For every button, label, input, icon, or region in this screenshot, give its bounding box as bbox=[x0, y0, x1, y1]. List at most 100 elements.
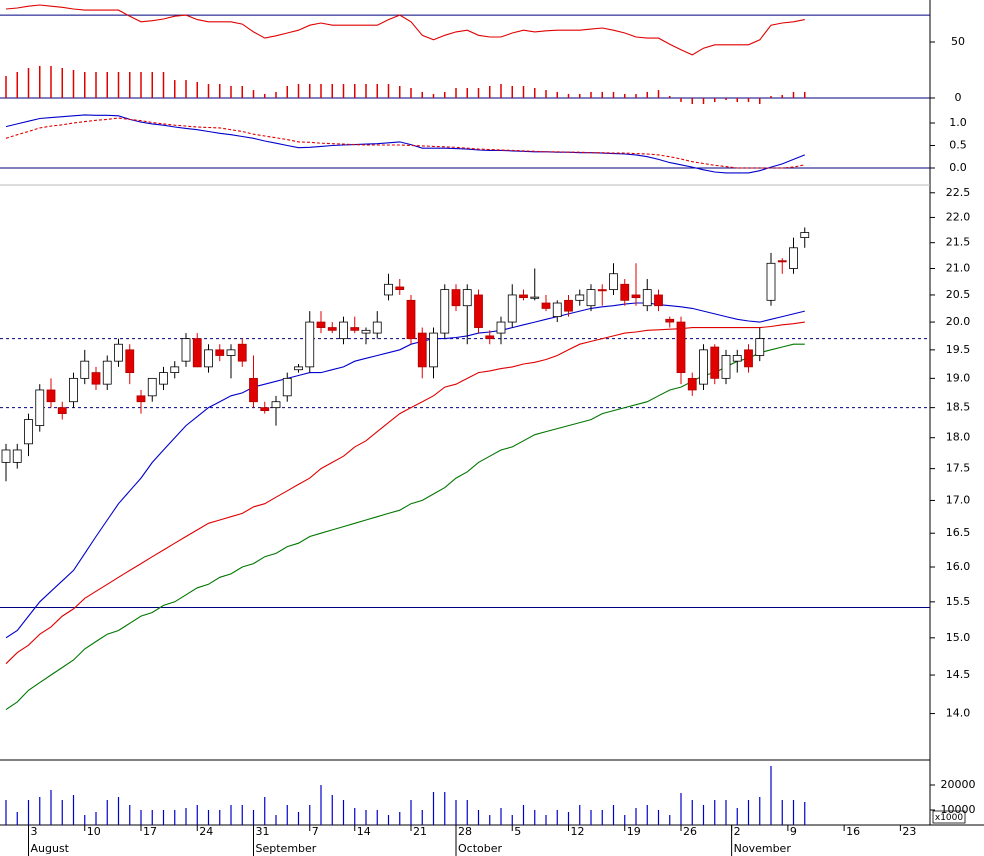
y-tick-label: 0.0 bbox=[949, 161, 967, 174]
x-tick-label: 17 bbox=[143, 825, 157, 838]
month-label: September bbox=[256, 842, 317, 855]
y-tick-label: 0.5 bbox=[949, 138, 967, 151]
candle-body bbox=[687, 377, 697, 391]
candle-body bbox=[159, 372, 168, 385]
candle-body bbox=[597, 289, 607, 292]
candle-body bbox=[507, 294, 517, 323]
indicator-line bbox=[5, 302, 805, 639]
candle-body bbox=[339, 321, 348, 340]
y-tick-label: 17.0 bbox=[946, 493, 971, 506]
candle-body bbox=[327, 327, 337, 331]
candle-body bbox=[462, 289, 472, 307]
y-tick-label: 17.5 bbox=[946, 462, 971, 475]
unit-label: x1000 bbox=[935, 813, 964, 823]
candle-body bbox=[226, 349, 236, 356]
candle-body bbox=[417, 332, 427, 368]
candle-body bbox=[710, 346, 720, 379]
y-tick-label: 16.0 bbox=[946, 560, 971, 573]
candle-body bbox=[654, 294, 663, 307]
candle-body bbox=[620, 283, 630, 301]
x-tick-label: 14 bbox=[357, 825, 371, 838]
y-tick-label: 1.0 bbox=[949, 116, 967, 129]
candle-body bbox=[237, 343, 247, 362]
x-tick-label: 12 bbox=[571, 825, 585, 838]
candle-body bbox=[170, 366, 180, 373]
candle-body bbox=[24, 419, 33, 445]
x-tick-label: 9 bbox=[790, 825, 797, 838]
candle-body bbox=[406, 299, 416, 340]
x-tick-label: 21 bbox=[413, 825, 427, 838]
x-tick-label: 16 bbox=[846, 825, 860, 838]
candle-body bbox=[350, 327, 360, 331]
candle-body bbox=[215, 349, 225, 356]
candle-body bbox=[316, 321, 326, 328]
x-tick-label: 7 bbox=[312, 825, 319, 838]
candle-body bbox=[204, 349, 213, 368]
candle-body bbox=[789, 247, 798, 269]
y-tick-label: 19.5 bbox=[946, 343, 971, 356]
x-tick-label: 5 bbox=[514, 825, 521, 838]
candle-body bbox=[12, 449, 22, 463]
candle-body bbox=[271, 401, 281, 409]
candle-body bbox=[91, 372, 101, 385]
candle-body bbox=[192, 338, 202, 368]
month-label: November bbox=[734, 842, 792, 855]
candle-body bbox=[429, 332, 438, 368]
x-tick-label: 2 bbox=[734, 825, 741, 838]
y-tick-label: 16.5 bbox=[946, 526, 971, 539]
candle-body bbox=[699, 349, 708, 385]
y-tick-label: 20.0 bbox=[946, 315, 971, 328]
y-tick-label: 21.0 bbox=[946, 262, 971, 275]
candle-body bbox=[361, 329, 371, 334]
candle-body bbox=[372, 321, 382, 334]
y-tick-label: 18.5 bbox=[946, 401, 971, 414]
candle-body bbox=[575, 294, 585, 301]
candle-body bbox=[249, 377, 258, 403]
indicator-line bbox=[5, 321, 805, 665]
candle-body bbox=[721, 355, 731, 379]
candle-body bbox=[755, 338, 765, 356]
x-tick-label: 23 bbox=[902, 825, 916, 838]
indicator-line bbox=[5, 343, 805, 711]
candle-body bbox=[125, 349, 135, 373]
candle-body bbox=[114, 343, 123, 362]
candle-body bbox=[136, 395, 146, 403]
candle-body bbox=[451, 289, 461, 307]
candle-body bbox=[530, 296, 540, 299]
candle-body bbox=[496, 321, 506, 334]
candle-body bbox=[305, 321, 315, 368]
candle-body bbox=[395, 286, 405, 291]
y-tick-label: 22.5 bbox=[946, 186, 971, 199]
candle-body bbox=[147, 377, 157, 397]
y-tick-label: 15.0 bbox=[946, 631, 971, 644]
candle-body bbox=[69, 377, 78, 403]
y-tick-label: 19.0 bbox=[946, 371, 971, 384]
y-tick-label: 21.5 bbox=[946, 236, 971, 249]
x-tick-label: 24 bbox=[199, 825, 213, 838]
candle-body bbox=[384, 283, 393, 296]
candle-body bbox=[260, 407, 270, 412]
candle-body bbox=[541, 302, 551, 309]
candle-body bbox=[474, 294, 483, 328]
y-tick-label: 14.5 bbox=[946, 668, 971, 681]
candle-body bbox=[586, 289, 596, 307]
candle-body bbox=[631, 294, 641, 299]
candle-body bbox=[642, 289, 652, 307]
candle-body bbox=[519, 294, 528, 299]
indicator-line bbox=[5, 114, 806, 174]
month-label: October bbox=[458, 842, 502, 855]
candle-body bbox=[1, 449, 11, 463]
y-tick-label: 20.5 bbox=[946, 288, 971, 301]
x-tick-label: 19 bbox=[627, 825, 641, 838]
candle-body bbox=[282, 377, 292, 397]
y-tick-label: 50 bbox=[951, 35, 965, 48]
candle-body bbox=[181, 338, 191, 362]
x-tick-label: 10 bbox=[87, 825, 101, 838]
indicator-line bbox=[5, 4, 805, 56]
y-tick-label: 20000 bbox=[941, 778, 976, 791]
y-tick-label: 10000 bbox=[941, 803, 976, 816]
candle-body bbox=[46, 389, 56, 403]
month-label: August bbox=[31, 842, 70, 855]
